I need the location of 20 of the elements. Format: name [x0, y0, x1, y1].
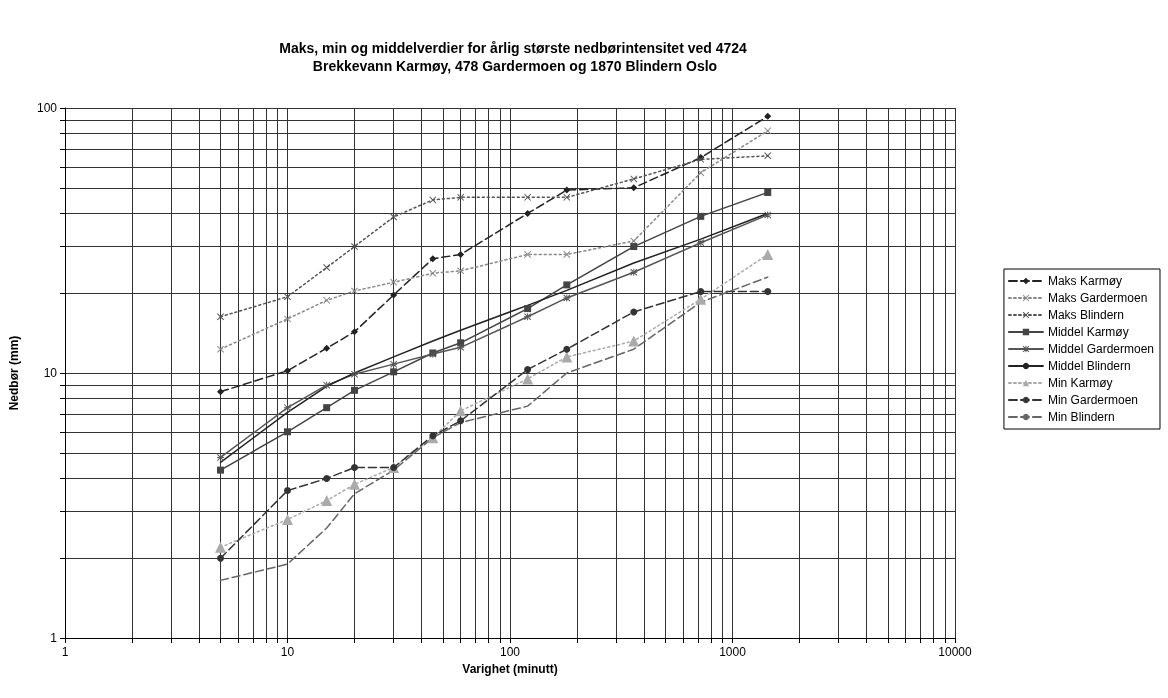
legend-label: Maks Blindern	[1047, 308, 1124, 322]
legend-label: Min Gardermoen	[1047, 393, 1138, 407]
y-tick-label: 100	[36, 101, 58, 115]
y-tick-label: 1	[50, 631, 58, 645]
y-tick-label: 10	[43, 366, 58, 380]
legend-label: Middel Blindern	[1047, 359, 1131, 373]
legend-label: Maks Karmøy	[1047, 274, 1122, 288]
x-axis-title: Varighet (minutt)	[462, 661, 558, 676]
legend-label: Maks Gardermoen	[1047, 291, 1148, 305]
x-tick-label: 100	[499, 645, 521, 659]
legend-label: Min Blindern	[1047, 410, 1115, 424]
x-tick-label: 1	[61, 645, 69, 659]
y-axis-title: Nedbør (mm)	[7, 335, 21, 411]
chart-title: Maks, min og middelverdier for årlig største nedbørintensitet ved 4724 Brekkevann Karmøy, 478 Gardermoen og 1870 Blindern Oslo	[279, 40, 751, 74]
legend-label: Middel Karmøy	[1047, 325, 1129, 339]
legend-label: Middel Gardermoen	[1047, 342, 1155, 356]
x-tick-label: 1000	[719, 645, 747, 659]
legend-label: Min Karmøy	[1047, 376, 1113, 390]
x-tick-label: 10000	[938, 645, 973, 659]
x-tick-label: 10	[280, 645, 295, 659]
